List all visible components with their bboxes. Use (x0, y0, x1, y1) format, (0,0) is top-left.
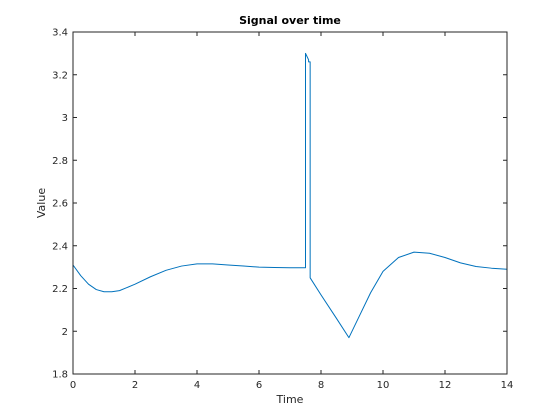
series-group (72, 52, 508, 339)
x-tick-label: 0 (70, 380, 76, 391)
x-tick-label: 4 (194, 380, 200, 391)
y-axis-label: Value (35, 188, 48, 218)
y-tick-label: 2.6 (52, 199, 68, 210)
x-tick-label: 6 (256, 380, 262, 391)
y-tick-label: 2 (62, 327, 68, 338)
plot-area (73, 32, 507, 374)
x-tick-label: 8 (318, 380, 324, 391)
y-tick-label: 3 (62, 113, 68, 124)
x-tick-label: 10 (377, 380, 390, 391)
x-axis-label: Time (276, 393, 304, 406)
series-line (72, 52, 508, 339)
chart-title: Signal over time (239, 14, 341, 27)
y-tick-label: 2.4 (52, 241, 68, 252)
y-tick-label: 3.2 (52, 70, 68, 81)
x-tick-label: 12 (439, 380, 452, 391)
y-tick-label: 2.2 (52, 284, 68, 295)
y-tick-label: 2.8 (52, 156, 68, 167)
x-tick-label: 2 (132, 380, 138, 391)
y-tick-label: 1.8 (52, 370, 68, 381)
plot-frame (72, 31, 508, 375)
x-axis: 0 2 4 6 8 10 12 14 (70, 32, 514, 391)
y-tick-label: 3.4 (52, 28, 68, 39)
x-tick-label: 14 (501, 380, 514, 391)
